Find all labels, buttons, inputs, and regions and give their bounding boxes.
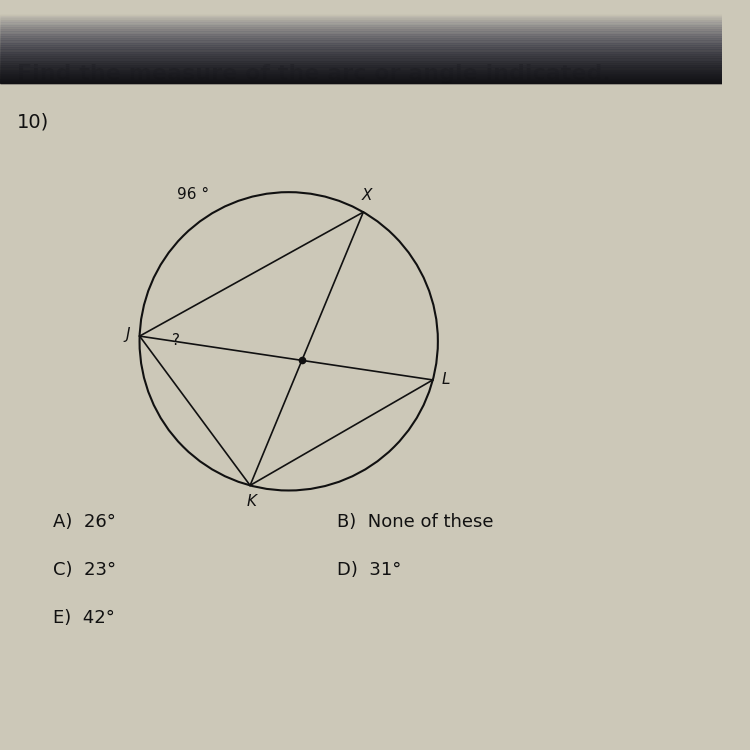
Text: Find the measure of the arc or angle indicated.: Find the measure of the arc or angle ind… — [17, 64, 611, 84]
Text: 10): 10) — [17, 112, 50, 131]
Text: 96 °: 96 ° — [177, 187, 209, 202]
Text: C)  23°: C) 23° — [53, 561, 116, 579]
Text: K: K — [247, 494, 257, 509]
Text: B)  None of these: B) None of these — [337, 513, 494, 531]
Text: L: L — [442, 373, 450, 388]
Text: E)  42°: E) 42° — [53, 610, 115, 628]
Text: A)  26°: A) 26° — [53, 513, 116, 531]
Text: X: X — [362, 188, 373, 203]
Text: J: J — [125, 327, 130, 342]
Text: D)  31°: D) 31° — [337, 561, 401, 579]
Text: ?: ? — [172, 334, 180, 349]
